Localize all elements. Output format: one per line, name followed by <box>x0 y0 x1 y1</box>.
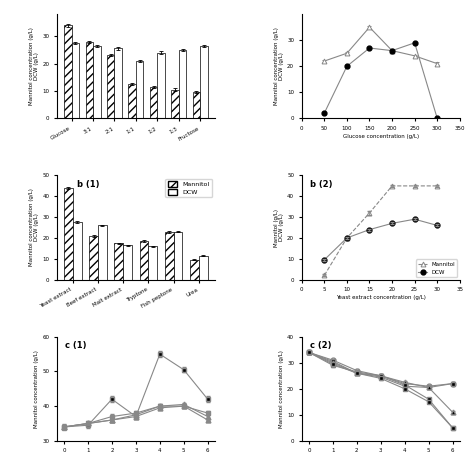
Bar <box>107 55 114 118</box>
Bar <box>157 53 165 118</box>
Y-axis label: Mannitol (g/L)
DCW (g/L): Mannitol (g/L) DCW (g/L) <box>273 209 284 246</box>
Bar <box>98 226 107 280</box>
Bar <box>200 46 208 118</box>
Bar <box>199 255 208 280</box>
Y-axis label: Mannitol concentration (g/L): Mannitol concentration (g/L) <box>35 350 39 428</box>
Bar <box>128 84 136 118</box>
Bar <box>190 260 199 280</box>
Y-axis label: Mannitol concentration (g/L)
DCW (g/L): Mannitol concentration (g/L) DCW (g/L) <box>273 27 284 105</box>
Text: c (2): c (2) <box>310 341 331 350</box>
Bar <box>114 243 123 280</box>
Y-axis label: Mannitol concentration (g/L): Mannitol concentration (g/L) <box>279 350 284 428</box>
Bar <box>171 90 179 118</box>
Bar <box>173 232 182 280</box>
Bar <box>85 42 93 118</box>
X-axis label: Yeast extract concentration (g/L): Yeast extract concentration (g/L) <box>336 295 426 300</box>
Bar <box>140 241 148 280</box>
Text: b (1): b (1) <box>77 180 100 189</box>
Bar <box>150 87 157 118</box>
Bar <box>73 222 82 280</box>
Bar <box>93 46 100 118</box>
Bar <box>114 48 122 119</box>
Bar <box>148 246 157 280</box>
Bar <box>165 232 173 280</box>
Bar <box>64 188 73 280</box>
Bar <box>193 92 200 118</box>
Legend: Mannitol, DCW: Mannitol, DCW <box>165 179 212 197</box>
Bar <box>136 61 143 118</box>
Y-axis label: Mannitol concentration (g/L)
DCW (g/L): Mannitol concentration (g/L) DCW (g/L) <box>28 189 39 266</box>
Legend: Mannitol, DCW: Mannitol, DCW <box>416 259 457 277</box>
Bar <box>89 236 98 280</box>
Text: b (2): b (2) <box>310 180 332 189</box>
Bar <box>123 245 132 280</box>
Bar <box>72 43 79 118</box>
Text: c (1): c (1) <box>65 341 86 350</box>
Bar <box>64 25 72 118</box>
X-axis label: Glucose concentration (g/L): Glucose concentration (g/L) <box>343 134 419 139</box>
Bar <box>179 50 186 118</box>
Y-axis label: Mannitol concentration (g/L)
DCW (g/L): Mannitol concentration (g/L) DCW (g/L) <box>28 27 39 105</box>
